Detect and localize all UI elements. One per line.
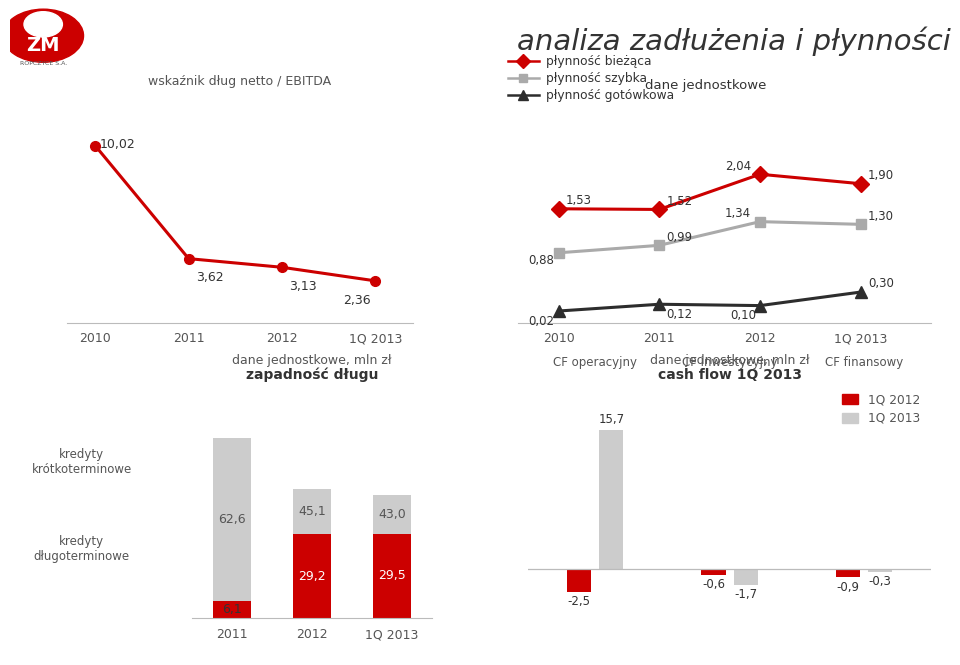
Text: 8: 8 xyxy=(924,638,936,657)
Text: 15,7: 15,7 xyxy=(598,414,624,426)
Text: 29,5: 29,5 xyxy=(378,569,406,583)
Legend: płynność bieżąca, płynność szybka, płynność gotówkowa: płynność bieżąca, płynność szybka, płynn… xyxy=(508,55,674,102)
Bar xyxy=(836,569,860,577)
Text: dane jednostkowe: dane jednostkowe xyxy=(645,78,766,92)
Text: 1,30: 1,30 xyxy=(868,209,894,223)
Bar xyxy=(213,601,252,618)
Bar xyxy=(868,569,892,572)
Text: 2,36: 2,36 xyxy=(343,293,371,307)
Text: 0,99: 0,99 xyxy=(666,231,692,243)
Text: CF operacyjny: CF operacyjny xyxy=(553,356,637,369)
Text: kredyty
długoterminowe: kredyty długoterminowe xyxy=(34,535,130,563)
Bar xyxy=(733,569,757,585)
Text: 43,0: 43,0 xyxy=(378,507,406,521)
Text: 3,13: 3,13 xyxy=(290,280,317,293)
Bar xyxy=(702,569,726,575)
Text: 1,90: 1,90 xyxy=(868,169,894,182)
Bar xyxy=(213,438,252,618)
Title: wskaźnik dług netto / EBITDA: wskaźnik dług netto / EBITDA xyxy=(149,74,331,88)
Bar xyxy=(599,430,623,569)
Text: 3,62: 3,62 xyxy=(196,271,224,285)
Text: 6,1: 6,1 xyxy=(222,603,242,616)
Text: dane jednostkowe, mln zł: dane jednostkowe, mln zł xyxy=(232,354,392,367)
Text: CF inwestycyjny: CF inwestycyjny xyxy=(682,356,778,369)
Text: 1,53: 1,53 xyxy=(565,194,591,207)
Circle shape xyxy=(24,12,62,37)
Text: -0,9: -0,9 xyxy=(836,581,859,594)
Text: -1,7: -1,7 xyxy=(734,588,757,600)
Circle shape xyxy=(3,9,84,63)
Text: cash flow 1Q 2013: cash flow 1Q 2013 xyxy=(658,368,802,382)
Text: 0,88: 0,88 xyxy=(528,254,554,267)
Text: 0,10: 0,10 xyxy=(730,309,756,322)
Bar xyxy=(293,535,331,618)
Bar xyxy=(372,533,411,618)
Text: -2,5: -2,5 xyxy=(567,595,590,608)
Text: 2,04: 2,04 xyxy=(725,160,751,172)
Text: 0,02: 0,02 xyxy=(528,315,555,328)
Text: zapadność długu: zapadność długu xyxy=(246,367,378,382)
Text: ZM: ZM xyxy=(27,37,60,55)
Text: 45,1: 45,1 xyxy=(299,505,325,518)
Text: CF finansowy: CF finansowy xyxy=(825,356,903,369)
Text: kredyty
krótkoterminowe: kredyty krótkoterminowe xyxy=(32,448,132,476)
Text: 0,30: 0,30 xyxy=(868,277,894,291)
Text: 29,2: 29,2 xyxy=(299,570,325,583)
Text: 1,52: 1,52 xyxy=(666,195,692,207)
Bar xyxy=(372,495,411,618)
Bar xyxy=(293,489,331,618)
Bar xyxy=(567,569,591,592)
Text: dane jednostkowe, mln zł: dane jednostkowe, mln zł xyxy=(650,354,809,367)
Legend: 1Q 2012, 1Q 2013: 1Q 2012, 1Q 2013 xyxy=(837,388,925,430)
Text: 0,12: 0,12 xyxy=(666,308,692,321)
Text: -0,3: -0,3 xyxy=(869,575,892,589)
Text: ROPCZYCE S.A.: ROPCZYCE S.A. xyxy=(19,61,67,66)
Text: -0,6: -0,6 xyxy=(702,578,725,591)
Text: analiza zadłużenia i płynności: analiza zadłużenia i płynności xyxy=(516,27,950,56)
Text: 10,02: 10,02 xyxy=(100,138,135,151)
Text: 62,6: 62,6 xyxy=(218,513,246,526)
Text: 1,34: 1,34 xyxy=(725,207,751,220)
